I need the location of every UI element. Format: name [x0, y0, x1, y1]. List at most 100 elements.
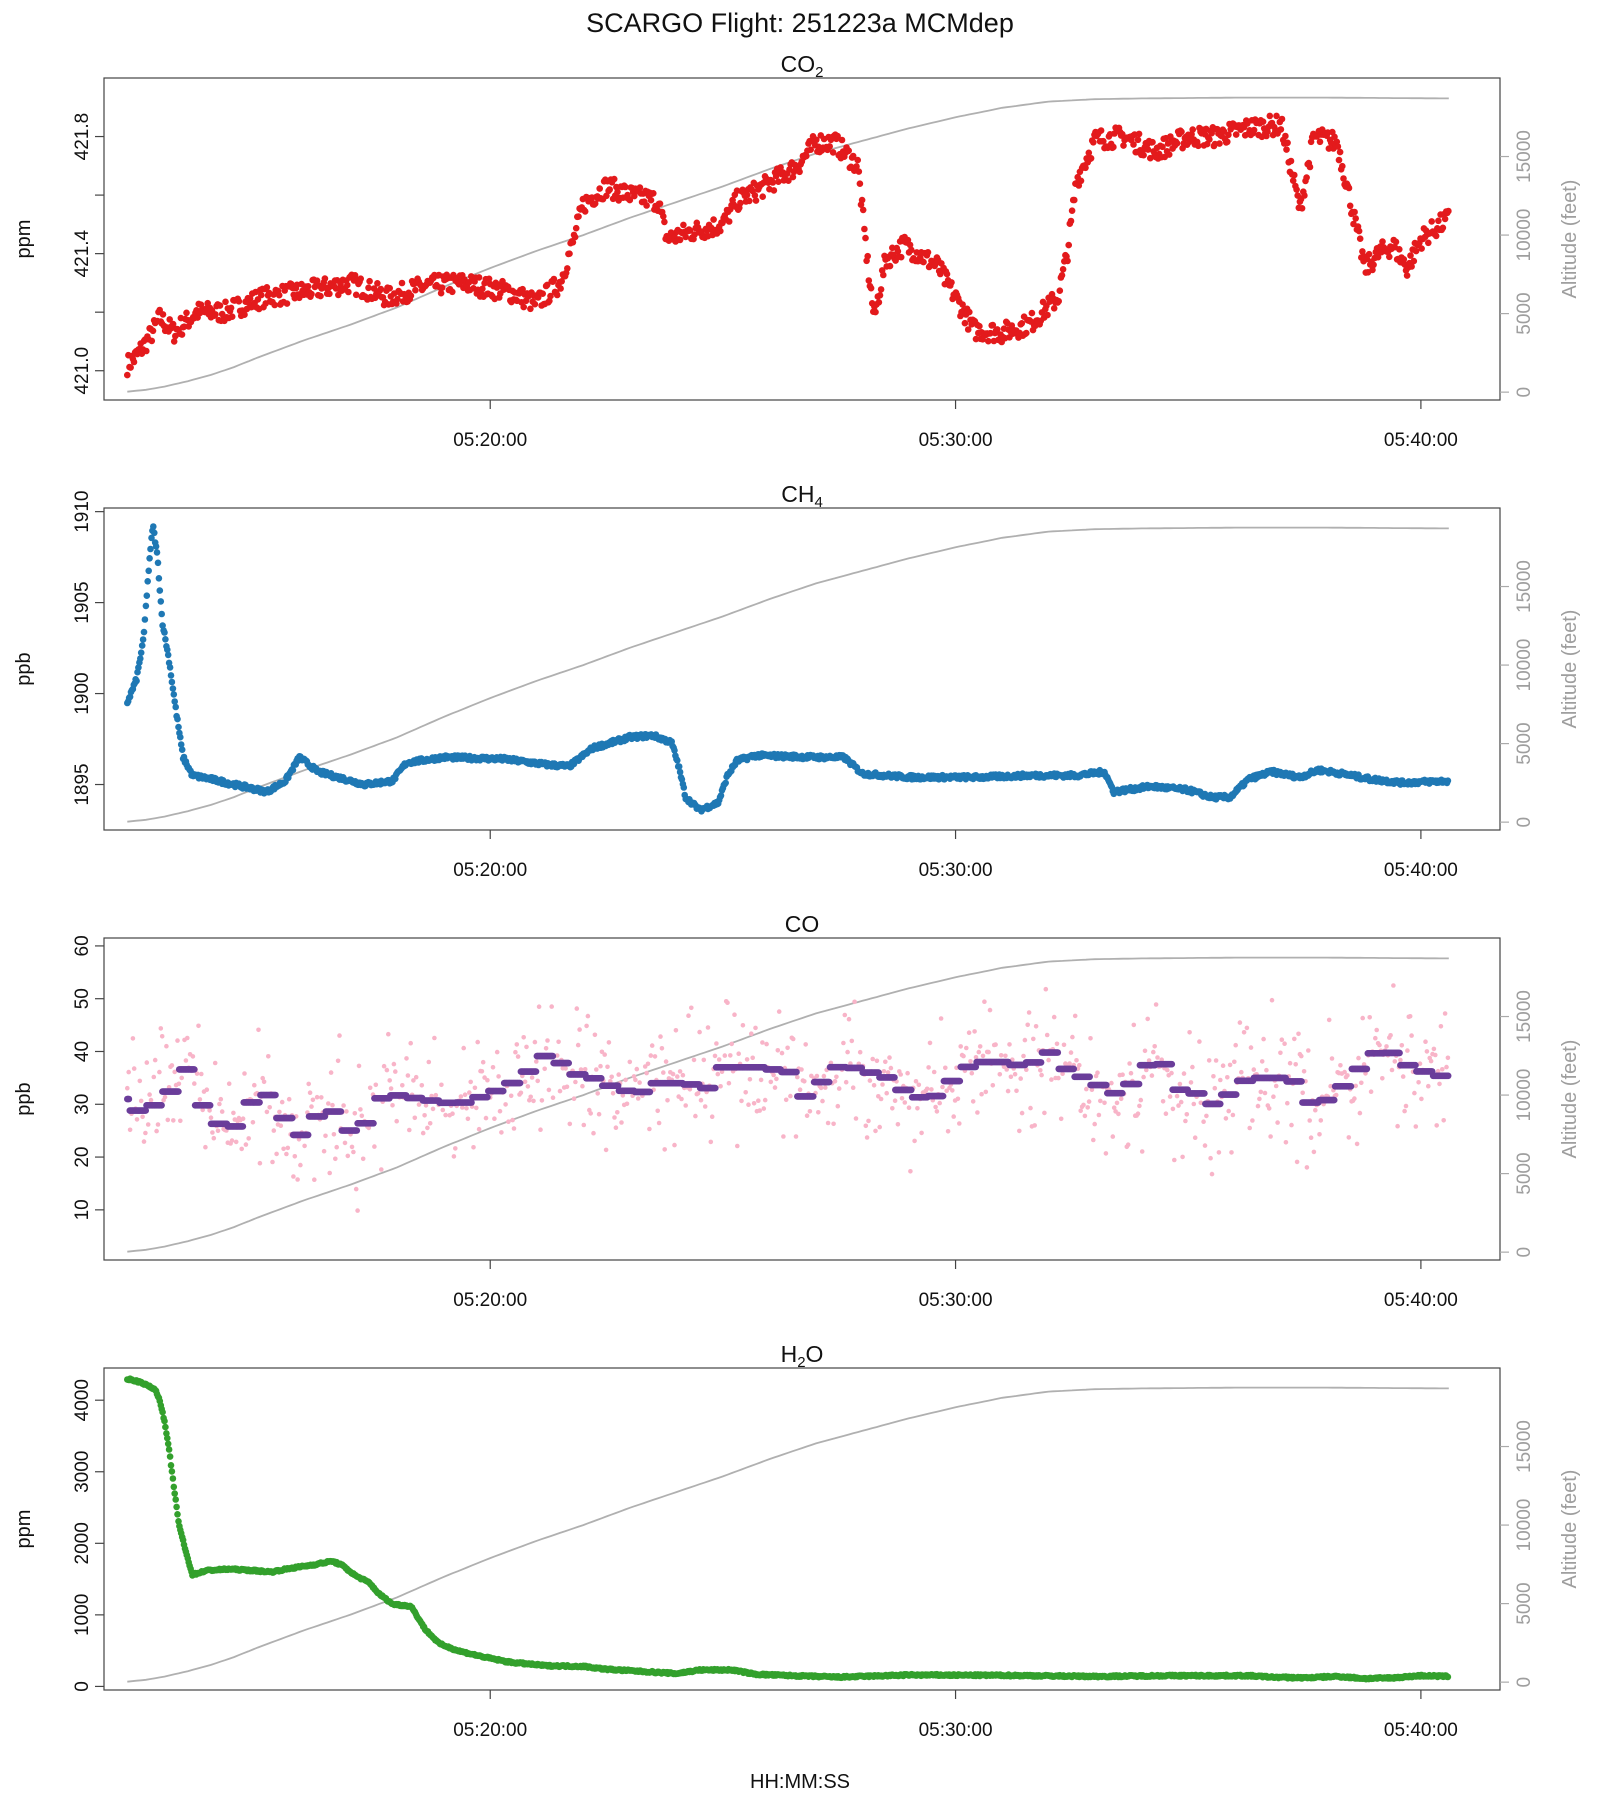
data-point [167, 672, 175, 679]
raw-point [697, 1029, 702, 1035]
raw-point [169, 1063, 175, 1068]
raw-point [934, 1109, 940, 1114]
raw-point [1326, 1017, 1332, 1023]
raw-point [783, 1097, 789, 1103]
data-point [516, 1079, 524, 1087]
raw-point [257, 1160, 263, 1166]
raw-point [412, 1115, 418, 1121]
raw-point [814, 1073, 820, 1079]
raw-point [1445, 1055, 1451, 1061]
raw-point [1301, 1069, 1307, 1074]
data-point [235, 298, 243, 305]
raw-point [351, 1149, 356, 1155]
raw-point [950, 1088, 955, 1093]
raw-point [556, 1039, 561, 1045]
data-point [906, 241, 914, 249]
raw-point [1407, 1014, 1413, 1019]
data-point [156, 587, 164, 594]
data-point [956, 1077, 964, 1085]
raw-point [807, 1109, 813, 1114]
raw-point [467, 1090, 472, 1095]
raw-point [413, 1074, 419, 1080]
raw-point [712, 1053, 718, 1059]
raw-point [535, 1078, 540, 1084]
raw-point [1128, 1070, 1134, 1076]
data-point [175, 723, 182, 731]
data-point [1273, 112, 1280, 120]
raw-point [1258, 1089, 1264, 1095]
raw-point [1426, 1083, 1431, 1089]
y-tick-label: 20 [72, 1146, 93, 1167]
raw-point [1169, 1070, 1174, 1076]
data-point [717, 227, 724, 235]
raw-point [233, 1139, 239, 1145]
data-point [256, 1099, 263, 1106]
raw-point [545, 1038, 550, 1043]
data-point [313, 277, 321, 285]
raw-point [1388, 1033, 1393, 1038]
raw-point [1247, 1125, 1252, 1131]
raw-point [231, 1110, 236, 1116]
raw-point [735, 1143, 740, 1149]
data-point [272, 1091, 279, 1099]
data-point [943, 270, 951, 278]
raw-point [1005, 1088, 1011, 1094]
data-point [449, 288, 456, 296]
data-point [1135, 1080, 1143, 1088]
raw-point [1022, 1037, 1028, 1043]
raw-point [1356, 1055, 1361, 1061]
data-point [1346, 202, 1354, 210]
data-point [751, 192, 759, 199]
raw-point [335, 1058, 341, 1064]
data-point [174, 715, 181, 723]
raw-point [388, 1086, 394, 1091]
raw-point [693, 1113, 698, 1119]
y2-axis-label: Altitude (feet) [1559, 610, 1581, 729]
data-point [897, 253, 905, 261]
data-point [1277, 126, 1285, 133]
raw-point [1212, 1085, 1218, 1091]
data-point [1232, 131, 1240, 138]
raw-point [1294, 1159, 1300, 1165]
data-point [785, 177, 792, 184]
data-point [853, 163, 860, 170]
raw-point [355, 1208, 360, 1213]
raw-point [644, 1070, 649, 1076]
raw-point [729, 1041, 734, 1047]
raw-point [793, 1134, 799, 1139]
raw-point [1359, 1080, 1364, 1086]
raw-point [458, 1094, 464, 1099]
raw-points [125, 983, 1451, 1213]
raw-point [1142, 1048, 1148, 1054]
raw-point [797, 1087, 803, 1092]
data-point [170, 691, 178, 698]
raw-point [762, 1097, 768, 1103]
raw-point [1299, 1053, 1304, 1059]
raw-point [1255, 1103, 1261, 1109]
data-point [166, 316, 173, 323]
data-point [222, 298, 229, 306]
raw-point [564, 1084, 570, 1090]
raw-point [450, 1111, 455, 1116]
raw-point [1046, 1057, 1051, 1063]
data-point [1189, 126, 1196, 133]
raw-point [757, 1108, 762, 1113]
raw-point [1428, 1058, 1434, 1064]
data-point [479, 285, 486, 293]
raw-point [951, 1114, 956, 1119]
raw-point [1149, 1073, 1155, 1078]
data-point [527, 305, 534, 313]
raw-point [250, 1120, 256, 1125]
raw-point [582, 1067, 588, 1072]
raw-point [306, 1081, 312, 1087]
raw-point [585, 1013, 591, 1019]
raw-point [728, 1053, 733, 1058]
data-point [1331, 133, 1338, 141]
raw-point [575, 1042, 581, 1048]
raw-point [1413, 1124, 1419, 1129]
raw-point [145, 1122, 151, 1127]
data-point [571, 233, 579, 241]
data-point [152, 543, 160, 550]
data-point [1134, 136, 1142, 144]
raw-point [1279, 1037, 1285, 1042]
